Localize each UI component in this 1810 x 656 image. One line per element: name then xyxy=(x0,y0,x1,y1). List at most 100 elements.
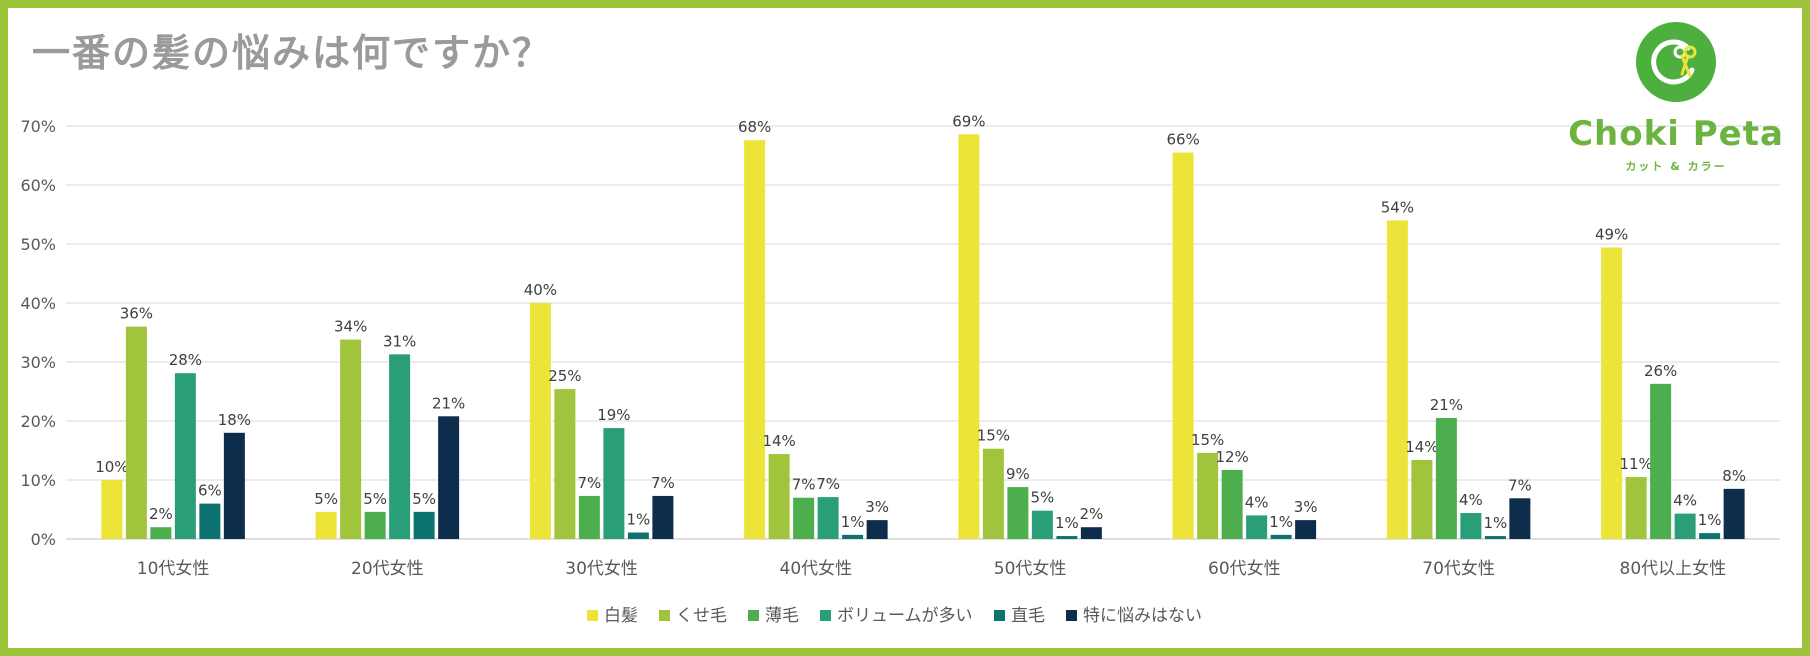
bar xyxy=(364,511,386,539)
bar xyxy=(1411,459,1433,539)
y-tick-label: 20% xyxy=(20,412,56,431)
bar xyxy=(603,428,625,539)
bar xyxy=(1386,220,1408,539)
bar xyxy=(652,495,674,539)
data-label: 14% xyxy=(762,432,795,450)
bar xyxy=(1601,247,1623,540)
bar xyxy=(223,432,245,539)
data-label: 8% xyxy=(1722,467,1746,485)
data-label: 7% xyxy=(816,475,840,493)
bar xyxy=(315,511,337,539)
legend-label: ボリュームが多い xyxy=(837,606,973,626)
bar xyxy=(101,480,123,539)
x-category-label: 80代以上女性 xyxy=(1620,559,1727,579)
legend-swatch xyxy=(659,610,670,621)
bar xyxy=(1197,452,1219,539)
data-label: 28% xyxy=(169,351,202,369)
legend-label: くせ毛 xyxy=(676,606,727,626)
data-label: 4% xyxy=(1673,492,1697,510)
data-label: 31% xyxy=(383,332,416,350)
bar xyxy=(413,511,435,539)
legend-swatch xyxy=(994,610,1005,621)
data-label: 25% xyxy=(548,367,581,385)
data-label: 21% xyxy=(1430,396,1463,414)
data-label: 1% xyxy=(1055,514,1079,532)
data-label: 19% xyxy=(597,406,630,424)
data-label: 4% xyxy=(1459,491,1483,509)
bar xyxy=(744,140,766,539)
bar xyxy=(1221,469,1243,539)
x-category-label: 40代女性 xyxy=(780,559,853,579)
data-label: 3% xyxy=(865,498,889,516)
x-category-label: 70代女性 xyxy=(1422,559,1495,579)
bar xyxy=(1007,487,1029,539)
bar xyxy=(1056,536,1078,539)
legend-label: 直毛 xyxy=(1011,606,1045,626)
y-tick-label: 0% xyxy=(31,530,56,549)
data-label: 68% xyxy=(738,118,771,136)
data-label: 1% xyxy=(626,511,650,529)
data-label: 5% xyxy=(412,490,436,508)
y-tick-label: 30% xyxy=(20,353,56,372)
x-category-label: 60代女性 xyxy=(1208,559,1281,579)
data-label: 12% xyxy=(1215,448,1248,466)
bar xyxy=(1460,513,1482,539)
data-label: 15% xyxy=(1191,431,1224,449)
y-tick-label: 70% xyxy=(20,117,56,136)
x-category-label: 30代女性 xyxy=(565,559,638,579)
bar xyxy=(793,497,815,539)
y-tick-label: 40% xyxy=(20,294,56,313)
bar xyxy=(842,534,864,539)
data-label: 4% xyxy=(1245,493,1269,511)
bar xyxy=(866,520,888,539)
data-label: 1% xyxy=(1698,511,1722,529)
bar xyxy=(1723,488,1745,539)
data-label: 1% xyxy=(1269,513,1293,531)
data-label: 7% xyxy=(1508,476,1532,494)
data-label: 66% xyxy=(1166,131,1199,149)
bar xyxy=(1270,534,1292,539)
data-label: 7% xyxy=(577,474,601,492)
data-label: 15% xyxy=(977,427,1010,445)
legend-swatch xyxy=(820,610,831,621)
legend-label: 白髪 xyxy=(604,606,638,626)
logo-tagline: カット & カラー xyxy=(1625,160,1727,173)
bar xyxy=(174,373,196,539)
bar xyxy=(1246,515,1268,539)
data-label: 69% xyxy=(952,112,985,130)
bar xyxy=(1031,510,1053,539)
data-label: 7% xyxy=(651,474,675,492)
data-label: 1% xyxy=(841,513,865,531)
brand-logo: Choki Peta カット & カラー xyxy=(1560,18,1800,178)
data-label: 26% xyxy=(1644,362,1677,380)
data-label: 9% xyxy=(1006,465,1030,483)
legend-swatch xyxy=(587,610,598,621)
bar xyxy=(958,134,980,539)
data-label: 1% xyxy=(1483,514,1507,532)
bar xyxy=(768,454,790,539)
x-category-label: 50代女性 xyxy=(994,559,1067,579)
data-label: 10% xyxy=(95,458,128,476)
data-label: 7% xyxy=(792,476,816,494)
bar xyxy=(438,416,460,539)
bar xyxy=(340,339,362,539)
data-label: 2% xyxy=(149,505,173,523)
data-label: 54% xyxy=(1381,198,1414,216)
bar xyxy=(578,495,600,539)
data-label: 5% xyxy=(314,490,338,508)
bar xyxy=(199,503,221,539)
legend-swatch xyxy=(1066,610,1077,621)
bar xyxy=(1674,513,1696,539)
legend-label: 薄毛 xyxy=(765,606,799,626)
x-category-label: 10代女性 xyxy=(137,559,210,579)
y-tick-label: 60% xyxy=(20,176,56,195)
bar xyxy=(1172,152,1194,540)
y-tick-label: 50% xyxy=(20,235,56,254)
data-label: 36% xyxy=(120,305,153,323)
scissors-icon xyxy=(1636,22,1716,102)
bar xyxy=(1484,536,1506,539)
bar xyxy=(125,326,147,539)
data-label: 5% xyxy=(1030,489,1054,507)
data-label: 40% xyxy=(524,281,557,299)
